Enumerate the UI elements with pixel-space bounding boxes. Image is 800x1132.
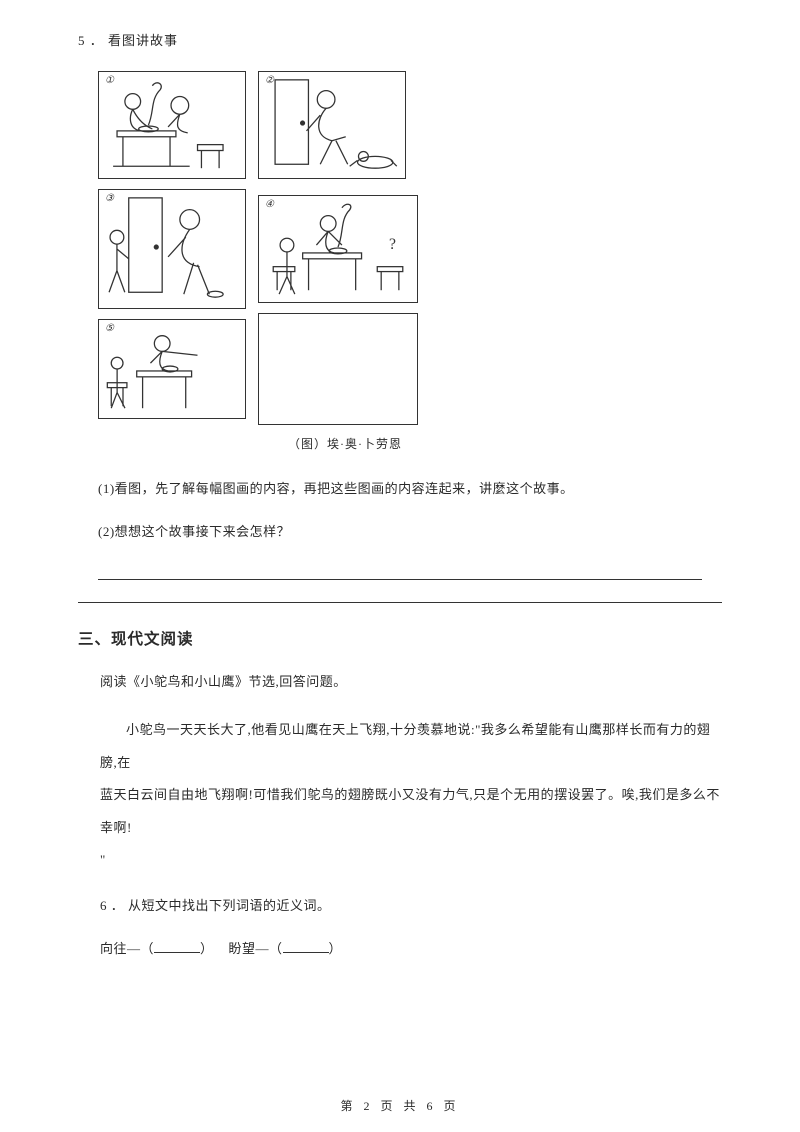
panel-5-art (99, 320, 245, 418)
comic-panel-6-blank (258, 313, 418, 425)
q5-text: 看图讲故事 (108, 33, 178, 48)
passage-line-2: 蓝天白云间自由地飞翔啊!可惜我们鸵鸟的翅膀既小又没有力气,只是个无用的摆设罢了。… (100, 779, 722, 844)
footer-mid: 页 共 (373, 1099, 426, 1113)
q6-a2-prefix: 盼望—（ (229, 941, 283, 956)
section-3-heading: 三、现代文阅读 (78, 627, 722, 649)
svg-text:?: ? (389, 236, 396, 253)
q6-blank-2[interactable] (283, 939, 329, 953)
reading-passage: 小鸵鸟一天天长大了,他看见山鹰在天上飞翔,十分羡慕地说:"我多么希望能有山鹰那样… (100, 714, 722, 877)
reading-intro: 阅读《小鸵鸟和小山鹰》节选,回答问题。 (100, 671, 722, 690)
page-footer: 第 2 页 共 6 页 (0, 1097, 800, 1114)
comic-panel-2: ② (258, 71, 406, 179)
passage-line-1: 小鸵鸟一天天长大了,他看见山鹰在天上飞翔,十分羡慕地说:"我多么希望能有山鹰那样… (100, 722, 710, 770)
q6-a1-suffix: ） (200, 941, 214, 956)
panel-2-art (259, 72, 405, 178)
q6-text: 从短文中找出下列词语的近义词。 (128, 898, 331, 913)
answer-blank-line[interactable] (98, 564, 702, 580)
comic-row-3: ⑤ (98, 319, 418, 425)
panel-4-art: ? (259, 196, 417, 302)
section-divider (78, 602, 722, 603)
comic-panel-1: ① (98, 71, 246, 179)
passage-line-3: " (100, 844, 722, 877)
comic-grid: ① ② (98, 71, 418, 425)
footer-current: 2 (363, 1099, 373, 1113)
comic-row-2: ③ ④ (98, 189, 418, 309)
q6-title: 6 ． 从短文中找出下列词语的近义词。 (100, 895, 722, 914)
q6-blank-1[interactable] (154, 939, 200, 953)
panel-3-art (99, 190, 245, 308)
comic-panel-3: ③ (98, 189, 246, 309)
q5-sub2: (2)想想这个故事接下来会怎样？ (98, 521, 722, 540)
q5-number: 5 (78, 33, 86, 48)
comic-caption: （图）埃·奥·卜劳恩 (288, 435, 722, 452)
q6-number: 6 (100, 898, 107, 913)
comic-panel-4: ④ ? (258, 195, 418, 303)
q5-title: 5 ． 看图讲故事 (78, 30, 722, 49)
q6-answer-line: 向往—（ ） 盼望—（ ） (100, 938, 722, 957)
comic-row-1: ① ② (98, 71, 418, 179)
q5-dot: ． (90, 33, 104, 48)
footer-suffix: 页 (437, 1099, 460, 1113)
q6-dot: ． (111, 898, 125, 913)
q6-a2-suffix: ） (329, 941, 343, 956)
panel-1-art (99, 72, 245, 178)
comic-panel-5: ⑤ (98, 319, 246, 419)
footer-prefix: 第 (340, 1099, 363, 1113)
footer-total: 6 (427, 1099, 437, 1113)
q5-sub1: (1)看图，先了解每幅图画的内容，再把这些图画的内容连起来，讲麼这个故事。 (98, 478, 722, 497)
q6-a1-prefix: 向往—（ (100, 941, 154, 956)
